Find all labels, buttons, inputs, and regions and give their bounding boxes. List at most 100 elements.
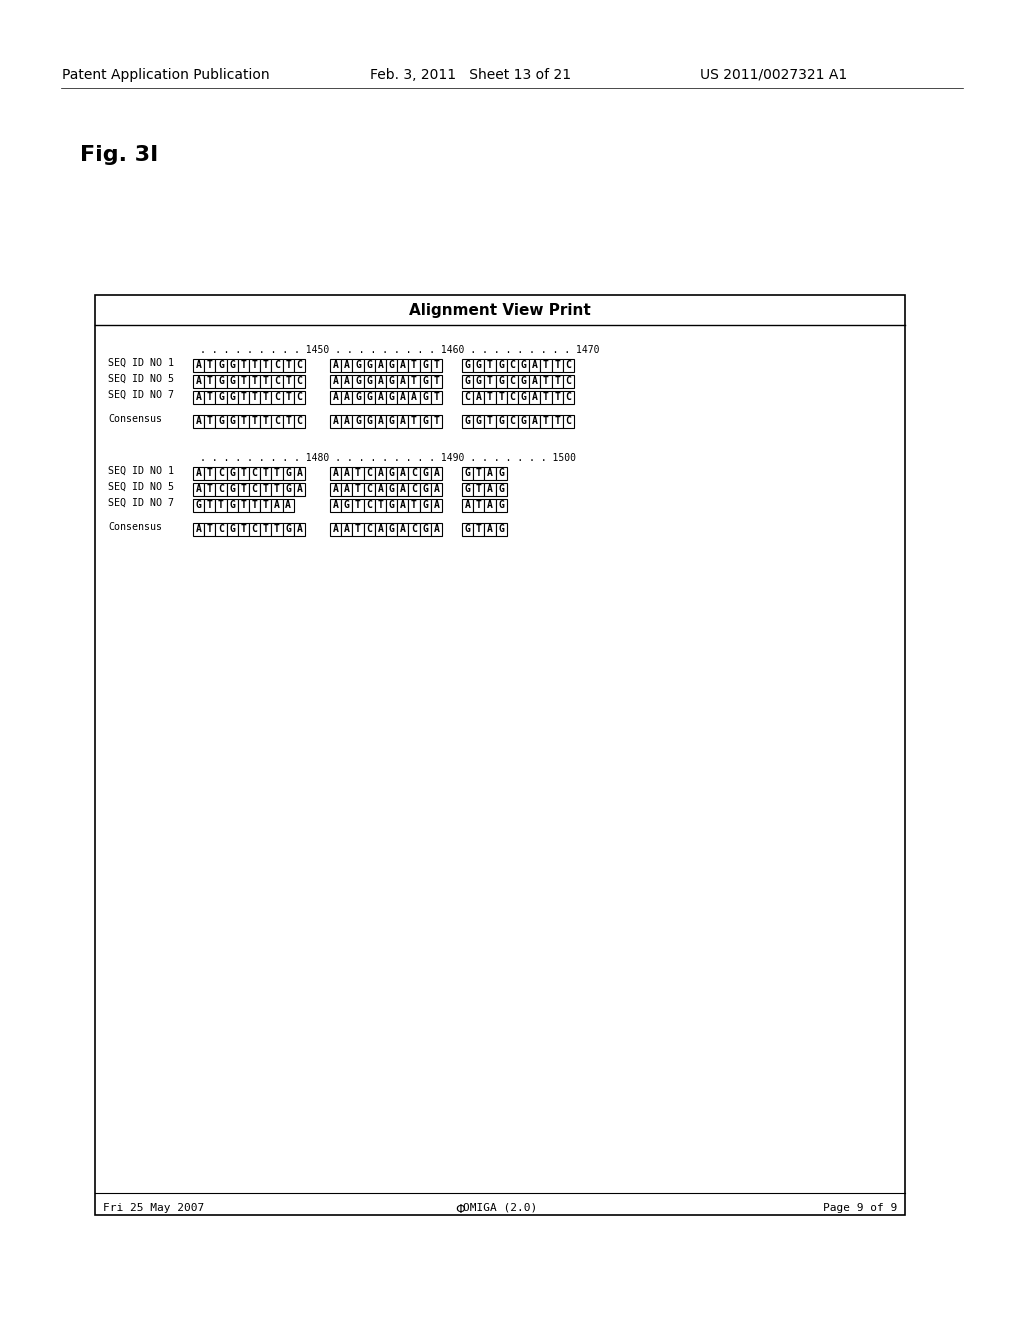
Text: T: T	[241, 360, 247, 371]
Text: G: G	[476, 376, 481, 387]
Bar	[330, 359, 341, 372]
Bar	[341, 523, 352, 536]
Bar	[484, 467, 496, 480]
Bar	[518, 375, 529, 388]
Text: T: T	[207, 469, 213, 479]
Bar	[193, 375, 204, 388]
Text: T: T	[263, 392, 268, 403]
Text: A: A	[378, 469, 383, 479]
Text: G: G	[465, 469, 471, 479]
Bar	[352, 375, 364, 388]
Text: G: G	[422, 469, 428, 479]
Bar	[330, 499, 341, 512]
Bar	[352, 523, 364, 536]
Text: Φ: Φ	[455, 1203, 465, 1216]
Text: T: T	[411, 376, 417, 387]
Text: C: C	[218, 484, 224, 495]
Bar	[294, 523, 305, 536]
Text: T: T	[286, 360, 291, 371]
Bar	[409, 414, 420, 428]
Bar	[238, 414, 249, 428]
Text: T: T	[207, 392, 213, 403]
Text: T: T	[252, 392, 258, 403]
Bar	[541, 414, 552, 428]
Text: SEQ ID NO 5: SEQ ID NO 5	[108, 482, 174, 492]
Bar	[249, 375, 260, 388]
Text: Fig. 3I: Fig. 3I	[80, 145, 159, 165]
Text: A: A	[196, 524, 202, 535]
Bar	[420, 359, 431, 372]
Text: T: T	[543, 376, 549, 387]
Bar	[238, 483, 249, 496]
Text: G: G	[499, 469, 504, 479]
Bar	[283, 375, 294, 388]
Text: C: C	[510, 392, 515, 403]
Bar	[238, 499, 249, 512]
Bar	[193, 499, 204, 512]
Text: T: T	[476, 484, 481, 495]
Bar	[496, 523, 507, 536]
Bar	[226, 483, 238, 496]
Bar	[409, 499, 420, 512]
Text: G: G	[286, 484, 291, 495]
Text: T: T	[207, 376, 213, 387]
Bar	[294, 414, 305, 428]
Bar	[283, 359, 294, 372]
Bar	[341, 391, 352, 404]
Bar	[409, 467, 420, 480]
Bar	[496, 499, 507, 512]
Text: A: A	[399, 392, 406, 403]
Bar	[283, 499, 294, 512]
Bar	[204, 483, 215, 496]
Bar	[260, 499, 271, 512]
Text: T: T	[543, 360, 549, 371]
Bar	[294, 483, 305, 496]
Bar	[462, 483, 473, 496]
Bar	[364, 391, 375, 404]
Text: C: C	[367, 484, 372, 495]
Text: C: C	[274, 360, 280, 371]
Text: T: T	[433, 392, 439, 403]
Text: T: T	[411, 417, 417, 426]
Bar	[420, 375, 431, 388]
Text: C: C	[297, 392, 302, 403]
Text: G: G	[229, 469, 236, 479]
Text: G: G	[229, 360, 236, 371]
Bar	[462, 414, 473, 428]
Bar	[260, 391, 271, 404]
Text: T: T	[207, 524, 213, 535]
Bar	[204, 359, 215, 372]
Text: T: T	[263, 417, 268, 426]
Bar	[341, 359, 352, 372]
Bar	[431, 499, 442, 512]
Text: A: A	[487, 524, 493, 535]
Text: T: T	[241, 376, 247, 387]
Bar	[249, 359, 260, 372]
Bar	[484, 391, 496, 404]
Text: G: G	[196, 500, 202, 511]
Text: A: A	[333, 417, 339, 426]
Bar	[330, 523, 341, 536]
Bar	[375, 359, 386, 372]
Text: T: T	[274, 484, 280, 495]
Text: A: A	[487, 500, 493, 511]
Text: A: A	[274, 500, 280, 511]
Text: G: G	[422, 484, 428, 495]
Bar	[215, 375, 226, 388]
Bar	[409, 375, 420, 388]
Text: A: A	[333, 500, 339, 511]
Text: C: C	[252, 524, 258, 535]
Bar	[260, 483, 271, 496]
Bar	[95, 294, 905, 1214]
Text: Consensus: Consensus	[108, 521, 162, 532]
Bar	[283, 414, 294, 428]
Text: T: T	[433, 417, 439, 426]
Bar	[496, 391, 507, 404]
Bar	[431, 523, 442, 536]
Bar	[420, 483, 431, 496]
Bar	[193, 391, 204, 404]
Bar	[386, 359, 397, 372]
Text: T: T	[274, 469, 280, 479]
Text: C: C	[252, 469, 258, 479]
Text: T: T	[252, 376, 258, 387]
